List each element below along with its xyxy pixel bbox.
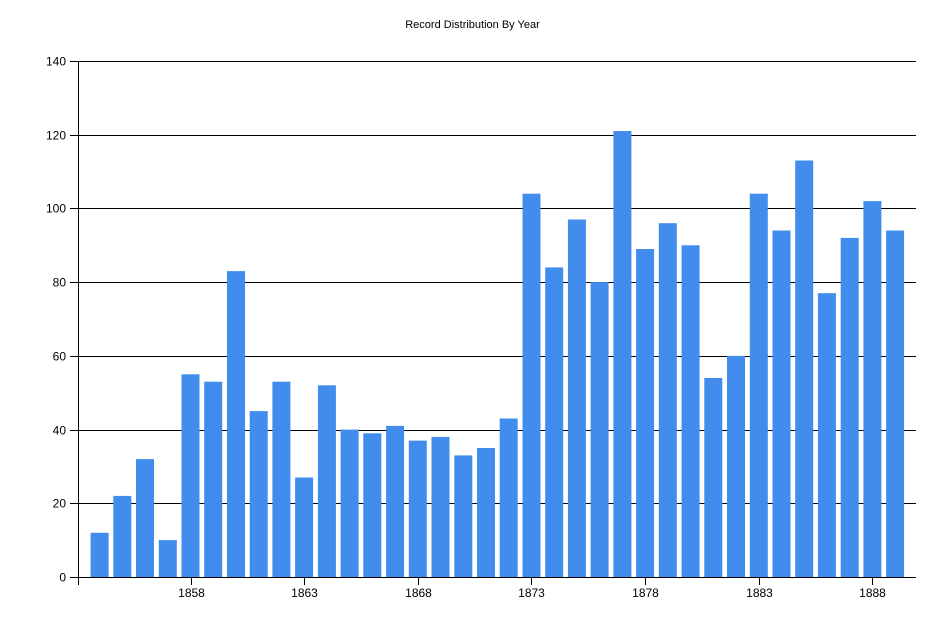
bar-series xyxy=(90,131,905,578)
y-tick-label: 120 xyxy=(46,129,66,143)
bar-1884 xyxy=(772,230,791,577)
bar-1857 xyxy=(158,540,177,577)
bar-1878 xyxy=(636,249,655,577)
y-tick-label: 60 xyxy=(53,350,67,364)
y-tick-label: 40 xyxy=(53,424,67,438)
bar-1875 xyxy=(567,219,586,577)
bar-1887 xyxy=(840,237,859,577)
x-axis-labels: 1858 1863 1868 1873 1878 1883 1888 xyxy=(178,586,886,600)
bar-1864 xyxy=(317,385,336,577)
bar-1867 xyxy=(386,425,405,577)
bar-1873 xyxy=(522,193,541,577)
bar-1863 xyxy=(295,477,314,577)
bar-1870 xyxy=(454,455,473,577)
y-tick-label: 140 xyxy=(46,55,66,69)
bar-1868 xyxy=(408,440,427,577)
x-tick-label: 1883 xyxy=(746,586,773,600)
chart-title: Record Distribution By Year xyxy=(405,19,540,31)
bar-1889 xyxy=(886,230,905,577)
bar-1882 xyxy=(727,355,745,577)
bar-1869 xyxy=(431,436,450,577)
bar-1886 xyxy=(817,293,836,577)
bar-1856 xyxy=(136,459,154,577)
y-tick-label: 20 xyxy=(53,497,67,511)
bar-1877 xyxy=(613,131,632,577)
bar-1881 xyxy=(704,378,723,577)
bar-1866 xyxy=(363,433,382,577)
x-tick-label: 1863 xyxy=(291,586,318,600)
bar-1872 xyxy=(499,418,518,577)
bar-1859 xyxy=(204,381,223,577)
bar-1883 xyxy=(749,193,768,577)
bar-1855 xyxy=(113,495,132,577)
y-tick-label: 80 xyxy=(53,276,67,290)
bar-1888 xyxy=(863,201,882,577)
bar-1880 xyxy=(681,245,700,578)
bar-1854 xyxy=(90,532,109,577)
x-tick-label: 1888 xyxy=(859,586,886,600)
y-axis-labels: 0 20 40 60 80 100 120 140 xyxy=(46,55,66,585)
bar-1879 xyxy=(658,223,677,577)
x-tick-label: 1878 xyxy=(632,586,659,600)
x-tick-label: 1858 xyxy=(178,586,205,600)
x-tick-label: 1868 xyxy=(405,586,432,600)
y-tick-label: 100 xyxy=(46,202,66,216)
bar-1874 xyxy=(545,267,564,577)
bar-1871 xyxy=(477,448,495,577)
bar-1876 xyxy=(590,282,609,577)
bar-1860 xyxy=(227,271,245,577)
axes xyxy=(70,61,916,585)
bar-1865 xyxy=(340,429,359,577)
x-tick-label: 1873 xyxy=(518,586,545,600)
y-tick-label: 0 xyxy=(59,571,66,585)
bar-1862 xyxy=(272,381,291,577)
bar-1858 xyxy=(181,374,200,577)
bar-1861 xyxy=(249,411,268,577)
bar-1885 xyxy=(795,160,814,577)
